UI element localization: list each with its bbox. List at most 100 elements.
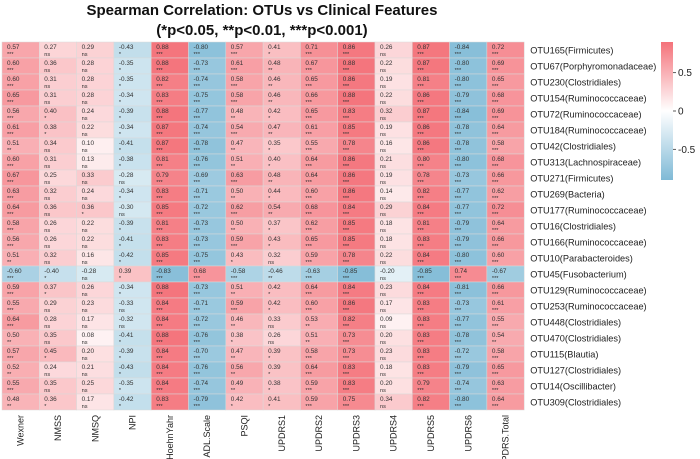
cell-significance-label: * (268, 228, 271, 234)
cell-significance-label: *** (492, 228, 499, 234)
cell-significance-label: *** (343, 388, 350, 394)
cell-value-label: 0.84 (156, 316, 169, 323)
cell-value-label: -0.77 (455, 188, 470, 195)
cell-significance-label: ns (268, 324, 274, 330)
cell-significance-label: *** (305, 148, 312, 154)
cell-value-label: -0.80 (455, 76, 470, 83)
cell-significance-label: *** (417, 388, 424, 394)
cell-value-label: 0.22 (82, 236, 95, 243)
cell-value-label: 0.54 (231, 124, 244, 131)
cell-value-label: 0.86 (343, 172, 356, 179)
cell-value-label: -0.78 (455, 140, 470, 147)
cell-significance-label: *** (305, 308, 312, 314)
colorbar-tick-label: 0 (678, 107, 684, 118)
cell-significance-label: *** (194, 84, 201, 90)
cell-significance-label: *** (343, 68, 350, 74)
cell-value-label: 0.14 (380, 188, 393, 195)
cell-value-label: 0.43 (231, 252, 244, 259)
cell-value-label: 0.28 (82, 92, 95, 99)
cell-value-label: -0.79 (455, 92, 470, 99)
cell-significance-label: * (119, 276, 122, 282)
cell-value-label: 0.38 (268, 380, 281, 387)
cell-value-label: 0.82 (343, 316, 356, 323)
cell-value-label: -0.28 (82, 268, 97, 275)
cell-value-label: 0.16 (380, 140, 393, 147)
cell-value-label: 0.78 (343, 140, 356, 147)
cell-significance-label: *** (455, 84, 462, 90)
cell-significance-label: *** (417, 52, 424, 58)
cell-significance-label: *** (455, 52, 462, 58)
cell-significance-label: ns (82, 180, 88, 186)
column-label: Wexner (16, 415, 26, 446)
cell-significance-label: ns (82, 148, 88, 154)
cell-significance-label: *** (343, 180, 350, 186)
cell-value-label: 0.18 (380, 236, 393, 243)
cell-value-label: 0.83 (417, 348, 430, 355)
cell-value-label: 0.84 (156, 364, 169, 371)
cell-value-label: 0.46 (268, 92, 281, 99)
cell-value-label: 0.17 (380, 300, 393, 307)
cell-value-label: 0.47 (231, 140, 244, 147)
cell-value-label: 0.21 (380, 156, 393, 163)
cell-significance-label: *** (156, 260, 163, 266)
row-label: OTU177(Ruminococcaceae) (530, 205, 646, 215)
cell-significance-label: *** (194, 276, 201, 282)
cell-value-label: 0.20 (380, 380, 393, 387)
cell-value-label: 0.64 (492, 396, 505, 403)
cell-significance-label: *** (305, 356, 312, 362)
cell-significance-label: *** (156, 100, 163, 106)
cell-significance-label: *** (455, 100, 462, 106)
cell-significance-label: *** (305, 84, 312, 90)
cell-significance-label: ** (7, 404, 12, 410)
column-label: NPI (128, 415, 138, 430)
cell-significance-label: ns (380, 228, 386, 234)
cell-significance-label: *** (455, 372, 462, 378)
cell-value-label: 0.68 (492, 92, 505, 99)
cell-significance-label: ns (380, 244, 386, 250)
cell-significance-label: *** (417, 132, 424, 138)
cell-value-label: 0.26 (82, 284, 95, 291)
cell-value-label: 0.50 (7, 332, 20, 339)
cell-significance-label: *** (231, 244, 238, 250)
cell-significance-label: *** (492, 292, 499, 298)
cell-value-label: 0.61 (492, 300, 505, 307)
cell-value-label: 0.47 (231, 348, 244, 355)
cell-value-label: 0.82 (417, 188, 430, 195)
cell-value-label: 0.58 (7, 220, 20, 227)
cell-significance-label: ns (44, 388, 50, 394)
cell-significance-label: *** (417, 292, 424, 298)
column-label: PSQI (239, 415, 249, 437)
cell-value-label: -0.63 (305, 268, 320, 275)
cell-value-label: 0.87 (156, 124, 169, 131)
cell-value-label: 0.44 (268, 188, 281, 195)
cell-value-label: 0.13 (82, 156, 95, 163)
cell-value-label: -0.41 (119, 236, 134, 243)
cell-value-label: 0.66 (492, 172, 505, 179)
cell-value-label: 0.51 (7, 140, 20, 147)
cell-significance-label: *** (455, 244, 462, 250)
cell-value-label: -0.81 (455, 284, 470, 291)
cell-significance-label: *** (455, 196, 462, 202)
cell-value-label: 0.86 (343, 156, 356, 163)
cell-significance-label: ** (7, 372, 12, 378)
cell-value-label: 0.32 (44, 252, 57, 259)
row-label: OTU184(Ruminococcaceae) (530, 125, 646, 135)
cell-significance-label: ns (380, 260, 386, 266)
cell-significance-label: *** (156, 356, 163, 362)
cell-significance-label: *** (194, 324, 201, 330)
column-label: UPDRS4 (389, 415, 399, 452)
cell-significance-label: ns (380, 292, 386, 298)
cell-value-label: -0.35 (119, 380, 134, 387)
cell-significance-label: *** (231, 100, 238, 106)
chart-title: Spearman Correlation: OTUs vs Clinical F… (87, 2, 438, 19)
cell-value-label: 0.83 (417, 364, 430, 371)
cell-value-label: -0.34 (119, 188, 134, 195)
cell-value-label: 0.84 (156, 300, 169, 307)
cell-significance-label: *** (492, 52, 499, 58)
cell-significance-label: * (119, 100, 122, 106)
cell-significance-label: * (119, 84, 122, 90)
cell-value-label: 0.85 (343, 124, 356, 131)
cell-significance-label: *** (194, 164, 201, 170)
cell-value-label: 0.88 (343, 92, 356, 99)
cell-significance-label: *** (417, 116, 424, 122)
